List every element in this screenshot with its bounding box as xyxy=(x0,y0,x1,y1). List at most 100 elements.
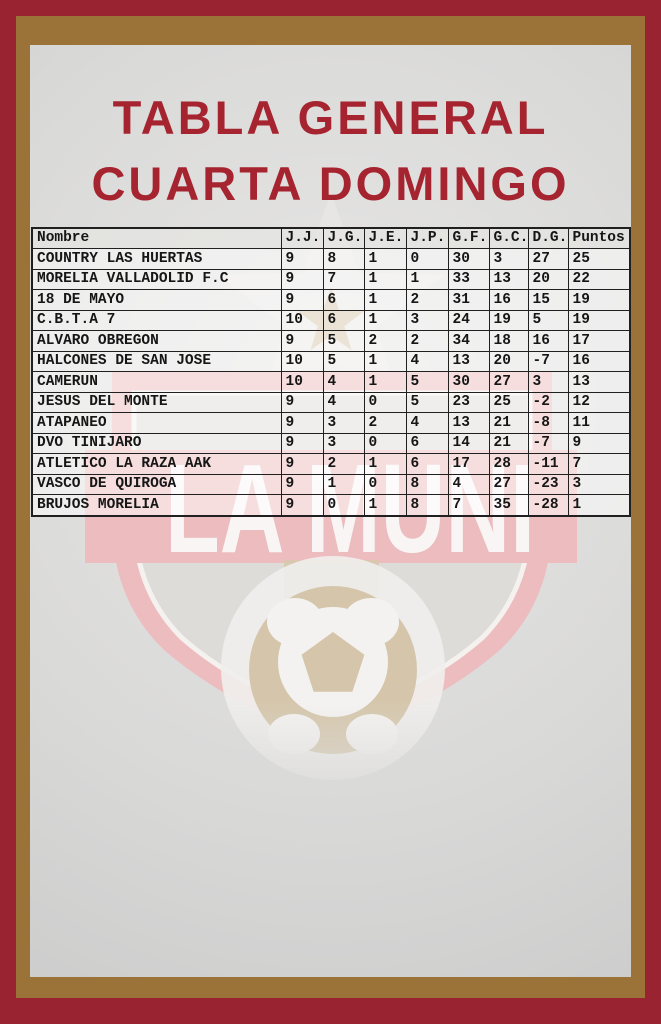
stat-cell: 17 xyxy=(567,330,631,352)
team-name-cell: HALCONES DE SAN JOSE xyxy=(31,350,282,373)
crest-center-column xyxy=(284,560,379,630)
stat-cell: -8 xyxy=(527,412,569,434)
stat-cell: 25 xyxy=(488,391,529,414)
column-header: J.J. xyxy=(280,227,324,249)
stat-cell: -28 xyxy=(527,494,569,517)
stat-cell: 0 xyxy=(322,494,365,517)
stat-cell: 15 xyxy=(527,289,569,311)
poster-canvas: LA MUNI xyxy=(30,45,631,977)
team-name-cell: JESUS DEL MONTE xyxy=(31,391,282,414)
team-name-cell: ALVARO OBREGON xyxy=(31,330,282,352)
stat-cell: 4 xyxy=(447,473,490,496)
stat-cell: 1 xyxy=(363,371,407,393)
stat-cell: 9 xyxy=(280,268,324,291)
stat-cell: 27 xyxy=(527,248,569,270)
stat-cell: 1 xyxy=(363,248,407,270)
stat-cell: 2 xyxy=(363,330,407,352)
title-line-2: CUARTA DOMINGO xyxy=(91,157,570,210)
gold-frame: LA MUNI xyxy=(16,16,645,998)
column-header: G.C. xyxy=(488,227,529,249)
stat-cell: 0 xyxy=(363,473,407,496)
column-header: Puntos xyxy=(567,227,631,249)
stat-cell: 24 xyxy=(447,309,490,332)
stat-cell: 12 xyxy=(567,391,631,414)
stat-cell: 0 xyxy=(405,248,449,270)
stat-cell: 5 xyxy=(405,391,449,414)
stat-cell: 4 xyxy=(405,350,449,373)
table-row: BRUJOS MORELIA 9 0 1 8 7 35 -28 1 xyxy=(31,494,631,517)
stat-cell: 11 xyxy=(567,412,631,434)
stat-cell: 13 xyxy=(447,350,490,373)
stat-cell: 22 xyxy=(567,268,631,291)
stat-cell: 1 xyxy=(363,453,407,475)
ball-halo xyxy=(221,556,445,780)
standings-header-row: Nombre J.J. J.G. J.E. J.P. G.F. G.C. D.G. Puntos xyxy=(31,227,631,249)
stat-cell: 23 xyxy=(447,391,490,414)
stat-cell: 3 xyxy=(527,371,569,393)
standings-table: Nombre J.J. J.G. J.E. J.P. G.F. G.C. D.G. Puntos… xyxy=(31,227,631,517)
column-header: J.G. xyxy=(322,227,365,249)
stat-cell: 21 xyxy=(488,432,529,455)
stat-cell: 1 xyxy=(363,309,407,332)
stat-cell: 6 xyxy=(322,289,365,311)
table-row: HALCONES DE SAN JOSE 10 5 1 4 13 20 -7 16 xyxy=(31,350,631,373)
stat-cell: 10 xyxy=(280,350,324,373)
stat-cell: 35 xyxy=(488,494,529,517)
stat-cell: 16 xyxy=(527,330,569,352)
stat-cell: 9 xyxy=(567,432,631,455)
table-row: DVO TINIJARO 9 3 0 6 14 21 -7 9 xyxy=(31,432,631,455)
stat-cell: 13 xyxy=(447,412,490,434)
stat-cell: 3 xyxy=(567,473,631,496)
team-name-cell: COUNTRY LAS HUERTAS xyxy=(31,248,282,270)
stat-cell: 7 xyxy=(322,268,365,291)
stat-cell: 6 xyxy=(405,432,449,455)
stat-cell: 9 xyxy=(280,330,324,352)
column-header: Nombre xyxy=(31,227,282,249)
stat-cell: 19 xyxy=(567,289,631,311)
table-row: COUNTRY LAS HUERTAS 9 8 1 0 30 3 27 25 xyxy=(31,248,631,270)
stat-cell: 1 xyxy=(567,494,631,517)
stat-cell: 18 xyxy=(488,330,529,352)
stat-cell: 9 xyxy=(280,391,324,414)
standings-body: COUNTRY LAS HUERTAS 9 8 1 0 30 3 27 25 MORELIA VA… xyxy=(31,248,631,517)
team-name-cell: VASCO DE QUIROGA xyxy=(31,473,282,496)
stat-cell: 4 xyxy=(322,371,365,393)
stat-cell: 1 xyxy=(363,350,407,373)
stat-cell: 17 xyxy=(447,453,490,475)
stat-cell: 1 xyxy=(363,268,407,291)
stat-cell: 8 xyxy=(322,248,365,270)
stat-cell: 3 xyxy=(322,432,365,455)
stat-cell: 9 xyxy=(280,494,324,517)
stat-cell: 34 xyxy=(447,330,490,352)
column-header: J.P. xyxy=(405,227,449,249)
stat-cell: 10 xyxy=(280,309,324,332)
stat-cell: 3 xyxy=(322,412,365,434)
stat-cell: -23 xyxy=(527,473,569,496)
table-row: 18 DE MAYO 9 6 1 2 31 16 15 19 xyxy=(31,289,631,311)
stat-cell: 27 xyxy=(488,371,529,393)
title-line-1: TABLA GENERAL xyxy=(112,91,549,144)
stat-cell: 7 xyxy=(567,453,631,475)
stat-cell: 5 xyxy=(527,309,569,332)
stat-cell: 6 xyxy=(322,309,365,332)
stat-cell: -7 xyxy=(527,350,569,373)
team-name-cell: MORELIA VALLADOLID F.C xyxy=(31,268,282,291)
stat-cell: 5 xyxy=(322,330,365,352)
stat-cell: 20 xyxy=(488,350,529,373)
stat-cell: 10 xyxy=(280,371,324,393)
stat-cell: 9 xyxy=(280,289,324,311)
stat-cell: -2 xyxy=(527,391,569,414)
column-header: J.E. xyxy=(363,227,407,249)
stat-cell: 16 xyxy=(567,350,631,373)
table-row: ATLETICO LA RAZA AAK 9 2 1 6 17 28 -11 7 xyxy=(31,453,631,475)
stat-cell: 30 xyxy=(447,371,490,393)
stat-cell: 1 xyxy=(405,268,449,291)
stat-cell: 28 xyxy=(488,453,529,475)
stat-cell: 4 xyxy=(322,391,365,414)
team-name-cell: BRUJOS MORELIA xyxy=(31,494,282,517)
column-header: G.F. xyxy=(447,227,490,249)
team-name-cell: ATLETICO LA RAZA AAK xyxy=(31,453,282,475)
stat-cell: -11 xyxy=(527,453,569,475)
table-row: MORELIA VALLADOLID F.C 9 7 1 1 33 13 20 22 xyxy=(31,268,631,291)
stat-cell: 5 xyxy=(322,350,365,373)
